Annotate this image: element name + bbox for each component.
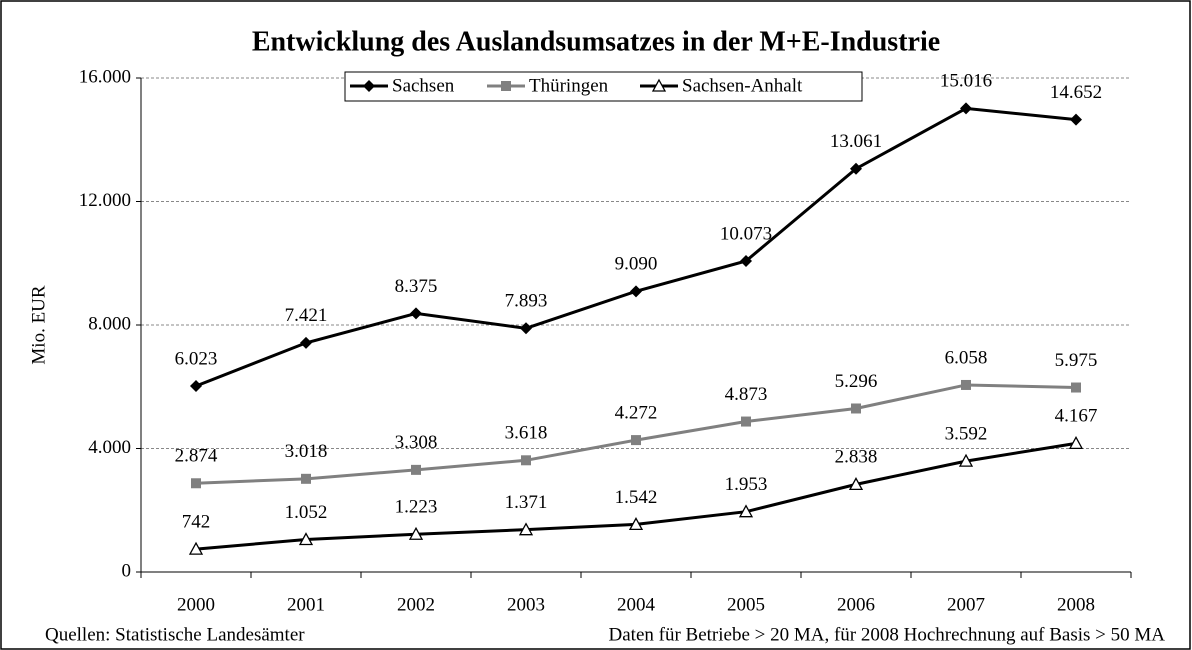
- marker: [630, 285, 642, 298]
- data-label: 5.975: [1055, 350, 1098, 371]
- data-label: 6.058: [945, 347, 988, 368]
- data-label: 4.167: [1055, 406, 1098, 427]
- data-label: 7.893: [505, 291, 548, 312]
- marker: [960, 102, 972, 115]
- data-label: 9.090: [615, 254, 658, 275]
- marker: [651, 78, 667, 92]
- chart-title: Entwicklung des Auslandsumsatzes in der …: [252, 26, 940, 57]
- marker: [628, 517, 644, 531]
- legend-box: [344, 71, 863, 102]
- data-label: 1.542: [615, 487, 658, 508]
- marker: [961, 379, 971, 390]
- data-label: 1.371: [505, 492, 548, 513]
- marker: [521, 455, 531, 466]
- x-tick-label: 2001: [287, 594, 325, 615]
- marker: [848, 477, 864, 491]
- data-label: 6.023: [175, 348, 218, 369]
- data-label: 15.016: [940, 71, 992, 92]
- data-label: 2.874: [175, 446, 218, 467]
- marker: [850, 162, 862, 175]
- data-label: 3.308: [395, 432, 438, 453]
- marker: [1070, 113, 1082, 126]
- data-label: 1.223: [395, 497, 438, 518]
- x-tick-label: 2000: [177, 594, 215, 615]
- data-label: 7.421: [285, 305, 328, 326]
- marker: [190, 380, 202, 393]
- marker: [740, 254, 752, 267]
- marker: [191, 478, 201, 489]
- data-label: 4.873: [725, 384, 768, 405]
- x-tick-label: 2008: [1057, 594, 1095, 615]
- marker: [631, 435, 641, 446]
- marker: [520, 322, 532, 335]
- data-label: 5.296: [835, 371, 878, 392]
- marker: [1068, 435, 1084, 449]
- marker: [298, 532, 314, 546]
- x-tick-label: 2005: [727, 594, 765, 615]
- marker: [958, 453, 974, 467]
- marker: [300, 336, 312, 349]
- marker: [1071, 382, 1081, 393]
- y-axis-label: Mio. EUR: [28, 285, 49, 365]
- data-label: 10.073: [720, 223, 772, 244]
- marker: [501, 81, 511, 91]
- marker: [518, 522, 534, 536]
- data-label: 13.061: [830, 131, 882, 152]
- data-label: 3.592: [945, 423, 988, 444]
- y-tick-label: 16.000: [79, 66, 131, 87]
- footnote: Daten für Betriebe > 20 MA, für 2008 Hoc…: [609, 624, 1166, 645]
- data-label: 4.272: [615, 402, 658, 423]
- data-label: 14.652: [1050, 82, 1102, 103]
- marker: [411, 464, 421, 475]
- y-tick-label: 0: [122, 560, 132, 581]
- data-label: 3.018: [285, 441, 328, 462]
- marker: [410, 307, 422, 320]
- y-tick-label: 8.000: [88, 313, 131, 334]
- marker: [408, 526, 424, 540]
- marker: [301, 473, 311, 484]
- marker: [363, 80, 375, 92]
- data-label: 1.052: [285, 502, 328, 523]
- x-tick-label: 2007: [947, 594, 985, 615]
- legend-label: Sachsen-Anhalt: [682, 75, 803, 96]
- marker: [188, 541, 204, 555]
- marker: [851, 403, 861, 414]
- marker: [738, 504, 754, 518]
- legend-label: Sachsen: [392, 75, 455, 96]
- legend-label: Thüringen: [529, 75, 609, 96]
- marker: [741, 416, 751, 427]
- x-tick-label: 2006: [837, 594, 875, 615]
- data-label: 3.618: [505, 423, 548, 444]
- x-tick-label: 2002: [397, 594, 435, 615]
- x-tick-label: 2003: [507, 594, 545, 615]
- data-label: 8.375: [395, 276, 438, 297]
- y-tick-label: 4.000: [88, 437, 131, 458]
- data-label: 1.953: [725, 474, 768, 495]
- data-label: 2.838: [835, 447, 878, 468]
- x-tick-label: 2004: [617, 594, 656, 615]
- source-note: Quellen: Statistische Landesämter: [45, 624, 305, 645]
- y-tick-label: 12.000: [79, 190, 131, 211]
- data-label: 742: [182, 511, 211, 532]
